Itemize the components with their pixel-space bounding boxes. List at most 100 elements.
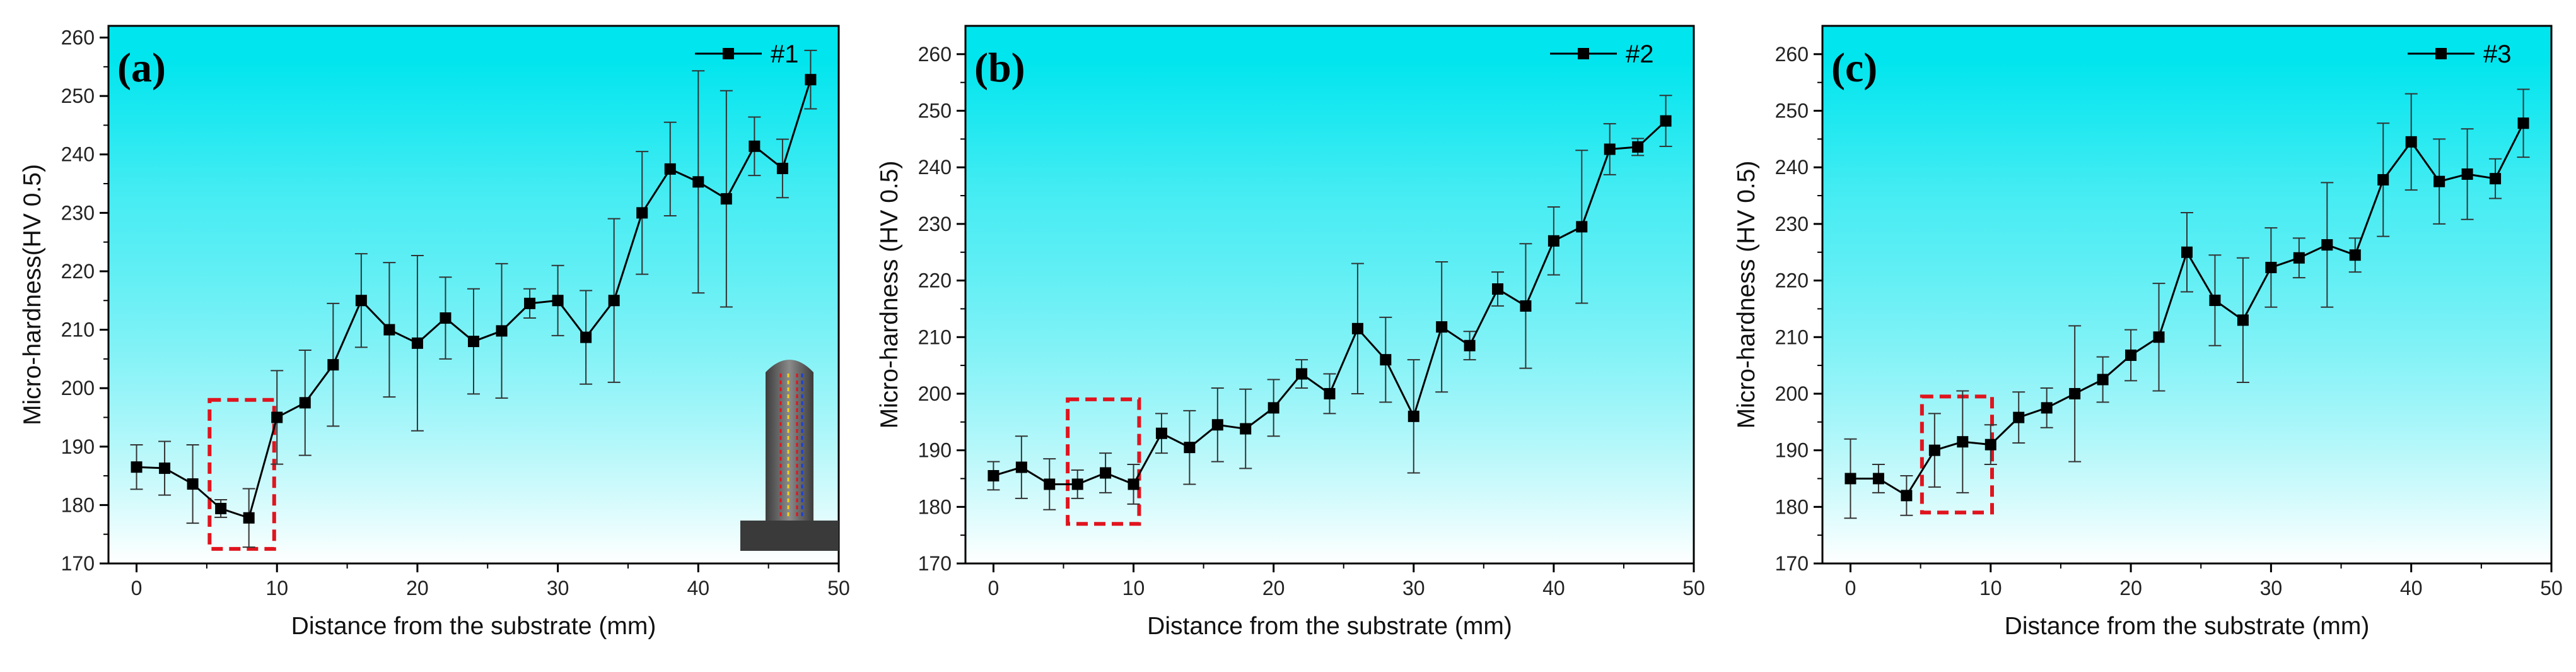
y-tick-label: 170 [61, 552, 95, 575]
x-tick-label: 30 [1402, 577, 1425, 599]
y-tick-label: 250 [61, 85, 95, 107]
y-tick-label: 220 [61, 260, 95, 283]
y-tick-label: 200 [1775, 382, 1809, 405]
y-tick-label: 240 [1775, 156, 1809, 179]
data-point [2377, 174, 2389, 186]
data-point [271, 411, 283, 423]
data-point [1128, 478, 1139, 490]
data-point [1928, 444, 1940, 456]
chart-panel-2: 0 10 20 30 40 50 170 180 190 200 210 220 230 240 250 26… [876, 25, 1705, 640]
x-axis-title: Distance from the substrate (mm) [1147, 613, 1512, 640]
data-point [1155, 427, 1167, 439]
data-point [1845, 473, 1856, 485]
data-point [2041, 402, 2053, 414]
data-point [2293, 252, 2305, 264]
legend-marker [723, 48, 734, 59]
data-point [187, 478, 199, 490]
data-point [1492, 283, 1504, 295]
data-point [2405, 136, 2417, 148]
y-tick-label: 170 [1775, 552, 1809, 575]
data-point [608, 295, 620, 307]
x-tick-label: 40 [1542, 577, 1565, 599]
y-tick-label: 210 [1775, 326, 1809, 348]
panel-label: (a) [117, 45, 166, 91]
data-point [636, 207, 648, 219]
plot-background [965, 26, 1694, 563]
inset-deposit [766, 360, 813, 521]
y-tick-label: 180 [1775, 495, 1809, 518]
data-point [2433, 175, 2445, 187]
data-point [1071, 478, 1083, 490]
y-tick-label: 230 [1775, 213, 1809, 235]
y-tick-label: 210 [918, 326, 952, 348]
data-point [1268, 402, 1279, 414]
data-point [2349, 249, 2361, 261]
x-tick-label: 10 [1122, 577, 1145, 599]
data-point [2097, 374, 2109, 386]
y-tick-label: 230 [918, 213, 952, 235]
legend: #3 [2408, 40, 2512, 68]
data-point [299, 397, 311, 409]
y-tick-label: 180 [918, 495, 952, 518]
series-1 [987, 95, 1672, 510]
data-point [1436, 321, 1448, 333]
y-tick-label: 170 [918, 552, 952, 575]
y-tick-label: 260 [1775, 43, 1809, 66]
data-point [327, 359, 339, 371]
data-point [1351, 322, 1363, 334]
series-1 [1844, 88, 2530, 519]
data-point [692, 176, 704, 188]
y-tick-label: 250 [1775, 100, 1809, 122]
data-point [1015, 461, 1027, 473]
legend-label: #3 [2483, 40, 2512, 68]
data-point [1576, 221, 1588, 233]
data-point [1872, 473, 1884, 485]
data-point [1660, 115, 1672, 127]
x-axis-title: Distance from the substrate (mm) [291, 613, 656, 640]
data-point [1957, 436, 1969, 448]
x-tick-label: 0 [988, 577, 1000, 599]
y-tick-label: 200 [61, 377, 95, 399]
data-point [2265, 261, 2277, 273]
data-point [2237, 314, 2249, 326]
data-point [215, 502, 227, 514]
x-tick-label: 40 [2400, 577, 2423, 599]
data-point [1407, 410, 1419, 422]
sample-sketch-inset [740, 360, 839, 551]
legend-label: #2 [1626, 40, 1654, 68]
y-tick-label: 190 [61, 435, 95, 458]
data-point [159, 463, 171, 475]
y-tick-label: 180 [61, 493, 95, 516]
x-tick-label: 10 [1979, 577, 2002, 599]
plot-background [1822, 26, 2551, 563]
data-point [1901, 490, 1913, 502]
data-point [2321, 239, 2333, 251]
y-axis-title: Micro-hardness(HV 0.5) [19, 164, 46, 425]
x-tick-label: 30 [2260, 577, 2283, 599]
x-tick-label: 20 [406, 577, 429, 599]
data-point [1984, 439, 1996, 451]
data-point [1520, 300, 1532, 312]
data-point [1464, 339, 1476, 351]
y-tick-label: 220 [1775, 269, 1809, 292]
legend-label: #1 [771, 40, 799, 68]
data-point [1100, 467, 1112, 479]
legend-marker [1578, 48, 1589, 59]
x-tick-label: 50 [2540, 577, 2563, 599]
x-tick-label: 0 [1845, 577, 1856, 599]
inset-substrate [740, 521, 839, 551]
y-tick-label: 230 [61, 201, 95, 224]
y-tick-label: 200 [918, 382, 952, 405]
data-point [440, 312, 452, 324]
plot-frame [107, 25, 840, 565]
data-point [383, 324, 395, 336]
legend-marker [2435, 48, 2447, 59]
x-tick-label: 50 [1682, 577, 1705, 599]
x-tick-label: 0 [131, 577, 143, 599]
data-point [2517, 117, 2529, 129]
plot-frame [964, 25, 1695, 565]
data-point [2013, 411, 2025, 423]
data-point [664, 163, 676, 175]
highlight-box [1920, 394, 1994, 515]
y-axis-title: Micro-hardness (HV 0.5) [876, 161, 903, 429]
